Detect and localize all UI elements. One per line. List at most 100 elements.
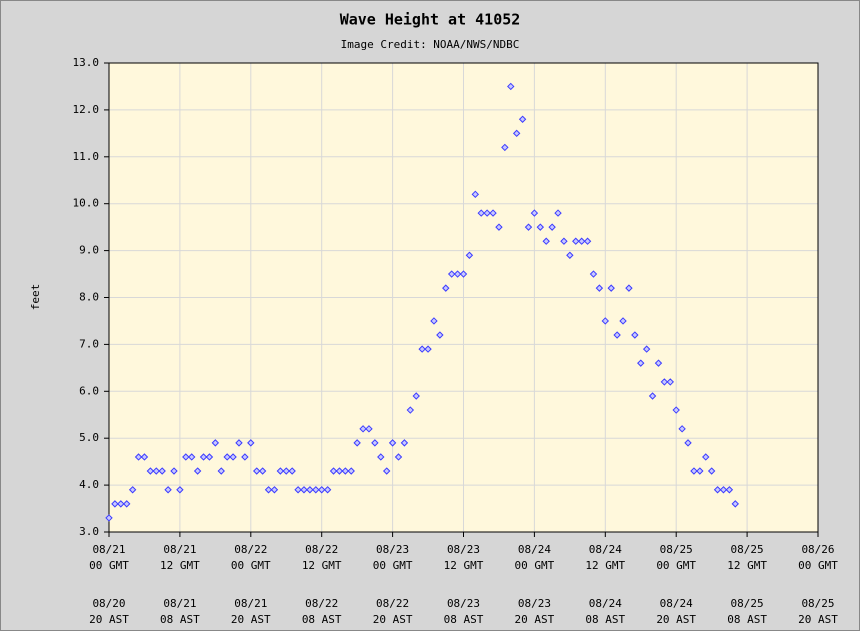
point bbox=[660, 378, 669, 386]
point bbox=[105, 514, 113, 522]
point bbox=[223, 453, 231, 461]
x2-tick-label: 08/21 bbox=[163, 597, 196, 610]
point bbox=[217, 467, 225, 475]
point bbox=[258, 467, 267, 475]
x2-tick-label: 08/21 bbox=[234, 597, 267, 610]
x-tick-label: 00 GMT bbox=[89, 559, 129, 572]
point bbox=[329, 467, 338, 475]
y-tick-label: 4.0 bbox=[79, 478, 99, 491]
x-tick-label: 08/25 bbox=[731, 543, 764, 556]
point bbox=[394, 453, 403, 461]
y-tick-label: 3.0 bbox=[79, 525, 99, 538]
point bbox=[176, 486, 184, 494]
point bbox=[276, 467, 285, 475]
point bbox=[424, 345, 432, 353]
point bbox=[501, 143, 509, 152]
point bbox=[134, 453, 143, 461]
x-tick-label: 12 GMT bbox=[160, 559, 200, 572]
point bbox=[436, 331, 444, 339]
point bbox=[495, 223, 503, 231]
point bbox=[371, 439, 379, 447]
y-axis-label: feet bbox=[29, 284, 42, 311]
point bbox=[707, 467, 716, 475]
y-tick-label: 6.0 bbox=[79, 384, 99, 397]
y-tick-label: 10.0 bbox=[73, 197, 100, 210]
point bbox=[631, 331, 639, 339]
y-tick-label: 13.0 bbox=[73, 56, 100, 69]
point bbox=[672, 406, 680, 414]
x2-tick-label: 20 AST bbox=[231, 613, 271, 626]
point bbox=[542, 237, 550, 245]
y-tick-label: 12.0 bbox=[73, 103, 100, 116]
x2-tick-label: 08/25 bbox=[801, 597, 834, 610]
x-tick-label: 08/25 bbox=[660, 543, 693, 556]
y-tick-label: 9.0 bbox=[79, 244, 99, 257]
point bbox=[288, 467, 296, 475]
x-tick-label: 08/23 bbox=[376, 543, 409, 556]
point bbox=[453, 270, 462, 278]
point bbox=[111, 500, 119, 508]
point bbox=[666, 378, 674, 386]
point bbox=[583, 237, 592, 245]
point bbox=[117, 500, 125, 508]
x2-tick-label: 08/23 bbox=[447, 597, 480, 610]
x-tick-label: 00 GMT bbox=[231, 559, 271, 572]
x-tick-label: 12 GMT bbox=[727, 559, 767, 572]
point bbox=[572, 237, 580, 245]
point bbox=[684, 439, 692, 447]
point bbox=[193, 467, 202, 475]
point bbox=[625, 284, 633, 292]
x-tick-label: 08/26 bbox=[801, 543, 834, 556]
point bbox=[312, 486, 320, 494]
x-tick-label: 08/24 bbox=[518, 543, 551, 556]
x-tick-label: 00 GMT bbox=[798, 559, 838, 572]
point bbox=[412, 392, 420, 400]
x-tick-label: 08/24 bbox=[589, 543, 622, 556]
point bbox=[430, 317, 438, 325]
point bbox=[489, 209, 497, 217]
point bbox=[158, 467, 166, 475]
point bbox=[459, 270, 468, 278]
point bbox=[642, 345, 651, 353]
point bbox=[560, 237, 568, 245]
point bbox=[483, 209, 491, 217]
point bbox=[548, 223, 556, 231]
point bbox=[377, 453, 385, 461]
x-tick-label: 08/23 bbox=[447, 543, 480, 556]
point bbox=[335, 467, 344, 475]
point bbox=[140, 453, 149, 461]
x2-tick-label: 08 AST bbox=[585, 613, 625, 626]
x2-tick-label: 08/24 bbox=[589, 597, 622, 610]
point bbox=[347, 467, 355, 475]
point bbox=[512, 129, 521, 138]
point bbox=[418, 345, 426, 353]
point bbox=[199, 453, 208, 461]
point bbox=[152, 467, 160, 475]
point bbox=[253, 467, 261, 475]
point bbox=[282, 467, 290, 475]
point bbox=[264, 486, 273, 494]
x-tick-label: 08/22 bbox=[305, 543, 338, 556]
point bbox=[447, 270, 456, 278]
x2-tick-label: 08 AST bbox=[160, 613, 200, 626]
point bbox=[690, 467, 698, 475]
point bbox=[731, 500, 739, 508]
x-tick-label: 12 GMT bbox=[444, 559, 484, 572]
point bbox=[524, 223, 533, 231]
point bbox=[442, 284, 450, 292]
point bbox=[294, 486, 302, 494]
point bbox=[696, 467, 704, 475]
point bbox=[577, 237, 586, 245]
point bbox=[382, 467, 391, 475]
point bbox=[211, 439, 220, 447]
x2-tick-label: 08 AST bbox=[302, 613, 342, 626]
x2-tick-label: 08/25 bbox=[731, 597, 764, 610]
point bbox=[589, 270, 598, 278]
point bbox=[146, 467, 155, 475]
point bbox=[300, 486, 308, 494]
point bbox=[530, 209, 539, 217]
point bbox=[123, 500, 131, 508]
point bbox=[702, 453, 710, 461]
x2-tick-label: 20 AST bbox=[373, 613, 413, 626]
